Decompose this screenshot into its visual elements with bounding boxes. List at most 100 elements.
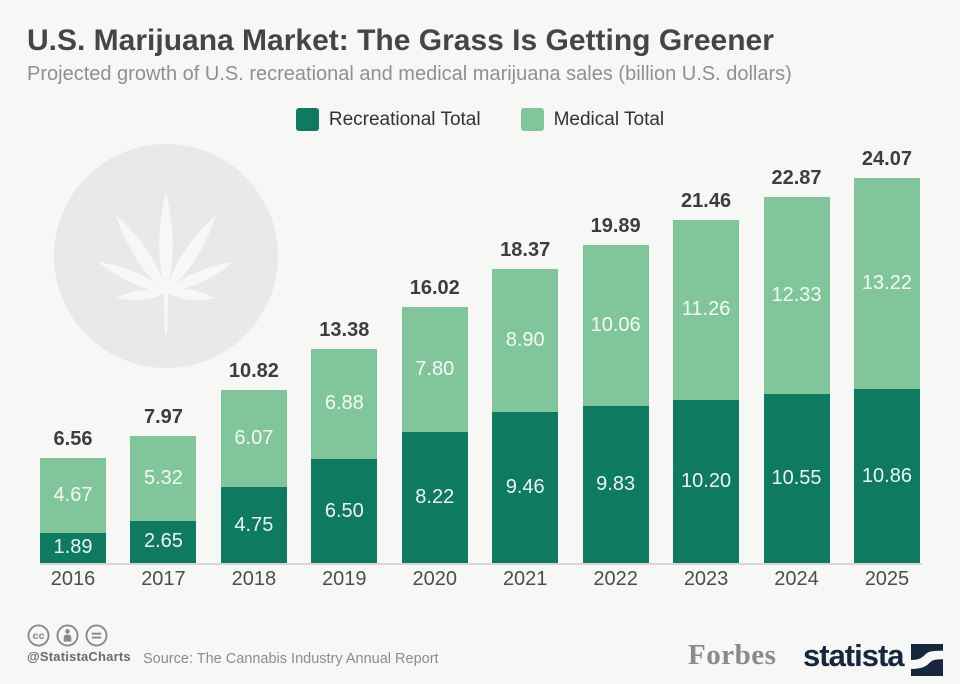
segment-value-label: 13.22 xyxy=(861,271,912,294)
bar-stack: 7.80 8.22 xyxy=(401,306,468,563)
bar-stack: 13.22 10.86 xyxy=(853,177,920,563)
total-value-label: 19.89 xyxy=(590,214,641,237)
segment-value-label: 1.89 xyxy=(53,536,93,559)
recreational-segment: 2.65 xyxy=(130,520,197,563)
bar-stack: 8.90 9.46 xyxy=(492,269,559,563)
recreational-swatch-icon xyxy=(295,108,319,131)
year-label: 2016 xyxy=(50,568,96,590)
bar-column-2025: 24.07 13.22 10.86 xyxy=(853,147,920,563)
segment-value-label: 2.65 xyxy=(143,530,183,553)
medical-segment: 7.80 xyxy=(401,306,468,432)
total-value-label: 18.37 xyxy=(500,239,551,262)
no-derivatives-icon xyxy=(85,624,108,647)
bar-stack: 4.67 1.89 xyxy=(40,458,106,563)
segment-value-label: 7.80 xyxy=(415,357,455,380)
segment-value-label: 11.26 xyxy=(681,298,731,321)
bar-column-2021: 18.37 8.90 9.46 xyxy=(492,239,559,563)
year-label: 2022 xyxy=(593,568,638,590)
license-icons: cc xyxy=(27,624,108,647)
total-value-label: 10.82 xyxy=(228,359,279,382)
bar-stack: 6.88 6.50 xyxy=(311,348,378,563)
legend: Recreational Total Medical Total xyxy=(0,108,960,131)
bar-stack: 12.33 10.55 xyxy=(763,196,830,563)
total-value-label: 24.07 xyxy=(861,147,912,170)
segment-value-label: 6.07 xyxy=(234,426,274,449)
recreational-segment: 9.83 xyxy=(582,405,649,563)
segment-value-label: 4.67 xyxy=(53,483,93,506)
year-label: 2020 xyxy=(412,568,458,590)
legend-item-medical: Medical Total xyxy=(520,108,665,131)
segment-value-label: 4.75 xyxy=(234,513,274,536)
cannabis-leaf-watermark-icon xyxy=(54,144,278,368)
year-label: 2019 xyxy=(322,568,367,590)
year-label: 2017 xyxy=(141,568,186,590)
recreational-segment: 10.20 xyxy=(673,399,740,563)
medical-swatch-icon xyxy=(520,108,544,131)
total-value-label: 21.46 xyxy=(681,189,732,212)
statista-logo-icon xyxy=(911,644,943,676)
recreational-segment: 6.50 xyxy=(311,459,378,563)
segment-value-label: 12.33 xyxy=(771,284,822,307)
forbes-logo: Forbes xyxy=(688,639,777,671)
year-labels: 2016 2017 2018 2019 2020 2021 2022 2023 2024 2025 xyxy=(40,568,920,591)
year-label: 2024 xyxy=(774,568,819,590)
bar-stack: 5.32 2.65 xyxy=(130,435,197,563)
year-label: 2025 xyxy=(864,568,910,590)
recreational-segment: 10.55 xyxy=(763,394,830,563)
segment-value-label: 6.50 xyxy=(324,499,364,522)
segment-value-label: 10.06 xyxy=(590,313,641,336)
total-value-label: 6.56 xyxy=(53,428,93,451)
medical-segment: 6.07 xyxy=(220,389,287,487)
medical-segment: 6.88 xyxy=(311,348,378,459)
medical-segment: 4.67 xyxy=(40,458,106,533)
subtitle: Projected growth of U.S. recreational an… xyxy=(27,63,792,85)
medical-segment: 5.32 xyxy=(130,435,197,521)
bar-column-2019: 13.38 6.88 6.50 xyxy=(311,318,378,563)
year-label: 2023 xyxy=(683,568,729,590)
recreational-segment: 4.75 xyxy=(220,487,287,563)
bar-stack: 11.26 10.20 xyxy=(673,219,740,563)
bar-stack: 6.07 4.75 xyxy=(220,389,287,563)
bar-column-2018: 10.82 6.07 4.75 xyxy=(220,359,287,563)
bar-column-2017: 7.97 5.32 2.65 xyxy=(130,405,197,563)
segment-value-label: 8.90 xyxy=(505,328,545,351)
cc-icon: cc xyxy=(27,624,50,647)
segment-value-label: 10.86 xyxy=(861,464,912,487)
medical-segment: 11.26 xyxy=(673,219,740,400)
x-axis-line xyxy=(40,563,922,565)
recreational-segment: 8.22 xyxy=(401,431,468,563)
attribution-icon xyxy=(56,624,79,647)
recreational-segment: 9.46 xyxy=(492,411,559,563)
segment-value-label: 5.32 xyxy=(143,466,183,489)
legend-item-recreational: Recreational Total xyxy=(295,108,481,131)
statista-logo-text: statista xyxy=(803,638,905,673)
bar-column-2020: 16.02 7.80 8.22 xyxy=(401,276,468,563)
bars: 6.56 4.67 1.89 7.97 5.32 2.65 10.82 6.07 4.75 13.… xyxy=(40,148,920,563)
total-value-label: 22.87 xyxy=(771,166,822,189)
recreational-segment: 1.89 xyxy=(40,532,106,563)
legend-label: Recreational Total xyxy=(328,108,481,130)
segment-value-label: 10.20 xyxy=(681,469,732,492)
total-value-label: 13.38 xyxy=(319,318,370,341)
recreational-segment: 10.86 xyxy=(853,389,920,563)
legend-label: Medical Total xyxy=(553,108,665,130)
bar-column-2024: 22.87 12.33 10.55 xyxy=(763,166,830,563)
medical-segment: 13.22 xyxy=(853,177,920,390)
total-value-label: 16.02 xyxy=(409,276,460,299)
segment-value-label: 6.88 xyxy=(324,392,364,415)
bar-stack: 10.06 9.83 xyxy=(582,244,649,563)
year-label: 2021 xyxy=(502,568,548,590)
year-label: 2018 xyxy=(231,568,277,590)
medical-segment: 10.06 xyxy=(582,244,649,406)
segment-value-label: 8.22 xyxy=(415,485,455,508)
page-title: U.S. Marijuana Market: The Grass Is Gett… xyxy=(27,24,774,57)
medical-segment: 8.90 xyxy=(492,269,559,412)
segment-value-label: 10.55 xyxy=(771,467,822,490)
segment-value-label: 9.46 xyxy=(505,475,545,498)
segment-value-label: 9.83 xyxy=(596,472,636,495)
statista-charts-handle: @StatistaCharts xyxy=(27,649,131,664)
total-value-label: 7.97 xyxy=(143,405,183,428)
bar-column-2016: 6.56 4.67 1.89 xyxy=(40,428,106,563)
medical-segment: 12.33 xyxy=(763,196,830,395)
